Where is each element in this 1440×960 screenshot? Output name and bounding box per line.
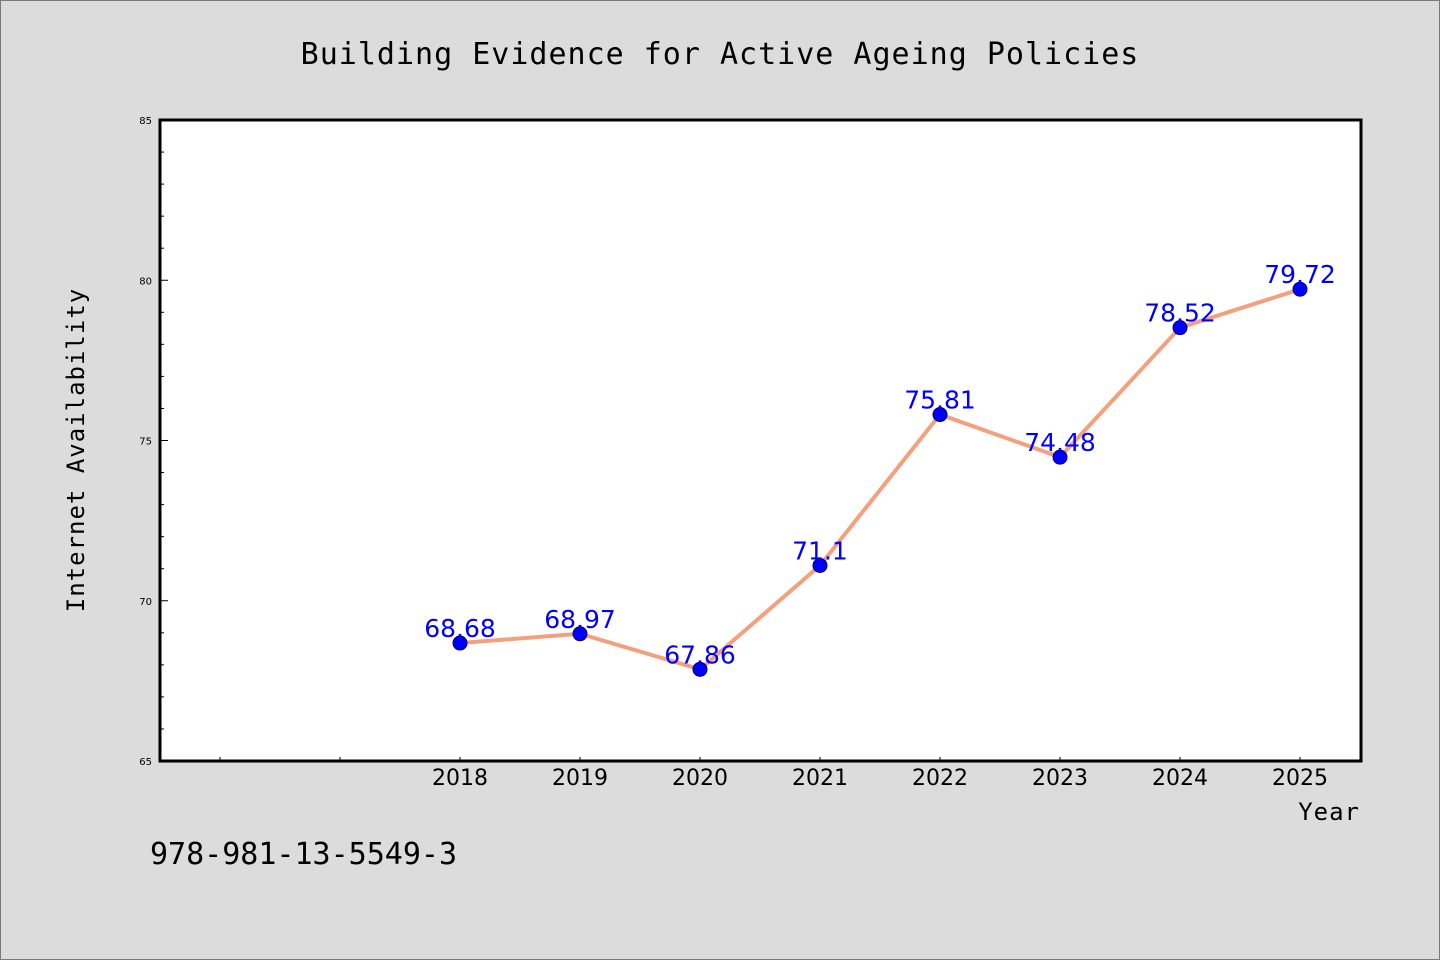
x-axis-title: Year [1298, 798, 1360, 826]
y-tick-label: 70 [139, 597, 152, 608]
data-point-marker [1052, 449, 1068, 465]
series-line-segment [1058, 325, 1182, 460]
x-tick-label: 2018 [432, 766, 488, 791]
y-axis-title: Internet Availability [62, 288, 90, 612]
isbn-text: 978-981-13-5549-3 [150, 837, 457, 872]
x-tick-label: 2024 [1152, 766, 1208, 791]
series-line-segment [698, 563, 822, 672]
data-point-marker [932, 407, 948, 423]
series-line-segment [818, 412, 942, 568]
x-tick-label: 2020 [672, 766, 728, 791]
series-line-segment [578, 631, 702, 672]
series-line-segment [458, 631, 582, 646]
x-tick-label: 2023 [1032, 766, 1088, 791]
y-tick-label: 80 [139, 276, 152, 287]
data-label: 68.97 [544, 605, 616, 634]
y-tick-label: 85 [139, 116, 152, 127]
chart-title: Building Evidence for Active Ageing Poli… [301, 37, 1140, 72]
data-label: 67.86 [664, 640, 736, 669]
y-axis: 65 70 75 80 85 [139, 116, 168, 768]
data-point-marker [692, 661, 708, 677]
x-tick-label: 2019 [552, 766, 608, 791]
data-series: 68.68 68.97 67.86 71.1 75.81 74.48 78.52 79.72 [424, 260, 1336, 677]
x-tick-label: 2021 [792, 766, 848, 791]
data-point-marker [1292, 281, 1308, 297]
data-label: 78.52 [1144, 299, 1216, 328]
y-tick-label: 65 [139, 757, 152, 768]
plot-area [158, 118, 1363, 763]
data-label: 74.48 [1024, 428, 1096, 457]
data-label: 79.72 [1264, 260, 1336, 289]
series-line-segment [938, 412, 1062, 460]
series-line-segment [1178, 287, 1302, 330]
x-axis: 2018 2019 2020 2021 2022 2023 2024 2025 [219, 757, 1328, 791]
data-point-marker [812, 557, 828, 573]
data-point-marker [572, 626, 588, 642]
x-tick-label: 2025 [1272, 766, 1328, 791]
data-label: 75.81 [904, 386, 976, 415]
y-tick-label: 75 [139, 437, 152, 448]
data-point-marker [1172, 320, 1188, 336]
data-point-marker [452, 635, 468, 651]
data-label: 68.68 [424, 614, 496, 643]
x-tick-label: 2022 [912, 766, 968, 791]
data-label: 71.1 [792, 536, 848, 565]
